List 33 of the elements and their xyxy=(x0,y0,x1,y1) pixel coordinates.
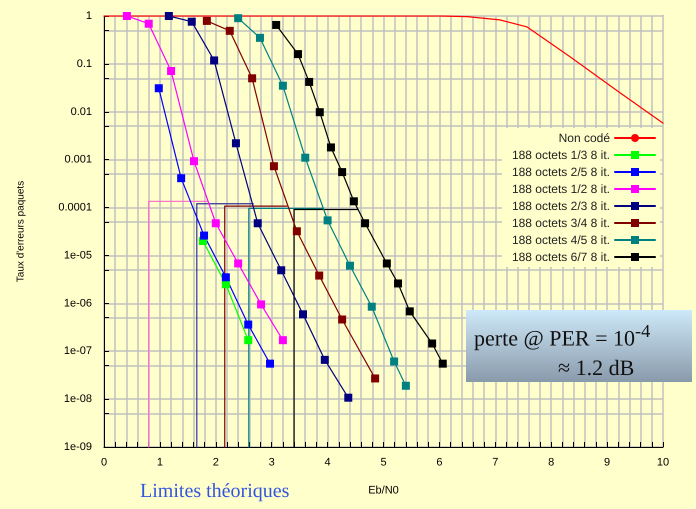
x-tick-label: 4 xyxy=(324,456,331,468)
legend-label: Non codé xyxy=(558,131,610,145)
y-tick-label: 0.1 xyxy=(76,58,92,70)
y-tick-label: 1e-08 xyxy=(64,393,92,406)
legend-label: 188 octets 2/5 8 it. xyxy=(512,165,610,179)
y-tick-label: 1e-09 xyxy=(64,441,92,453)
text: Limites théoriques xyxy=(140,480,290,503)
x-tick-label: 2 xyxy=(212,456,219,468)
y-tick-label: 0.01 xyxy=(70,106,92,118)
x-tick-label: 9 xyxy=(604,456,610,468)
x-tick-label: 10 xyxy=(656,456,670,468)
x-tick-label: 5 xyxy=(380,456,387,468)
x-tick-label: 0 xyxy=(100,456,108,468)
y-tick-label: 1e-05 xyxy=(64,249,92,262)
x-tick-label: 6 xyxy=(436,456,442,468)
y-tick-label: 0.001 xyxy=(64,154,92,166)
legend-label: 188 octets 4/5 8 it. xyxy=(512,233,610,247)
legend-label: 188 octets 1/2 8 it. xyxy=(512,182,610,196)
y-tick-label: 0.0001 xyxy=(58,202,92,214)
x-tick-label: 7 xyxy=(492,456,498,468)
y-tick-label: 1e-06 xyxy=(64,297,92,310)
x-tick-label: 3 xyxy=(268,456,275,468)
legend-label: 188 octets 3/4 8 it. xyxy=(512,216,610,230)
y-tick-label: 1 xyxy=(86,10,92,22)
legend-label: 188 octets 6/7 8 it. xyxy=(512,250,610,264)
x-tick-label: 8 xyxy=(548,456,554,468)
legend-label: 188 octets 1/3 8 it. xyxy=(512,148,610,162)
legend-label: 188 octets 2/3 8 it. xyxy=(512,199,610,213)
x-axis-title: Eb/N0 xyxy=(368,484,399,496)
y-axis-title: Taux d'erreurs paquets xyxy=(16,180,26,282)
y-tick-label: 1e-07 xyxy=(64,345,92,358)
x-tick-label: 1 xyxy=(156,456,163,468)
annotation: perte @ PER = 10$^{-4}$ ≈ 1.2 dB xyxy=(474,320,652,382)
